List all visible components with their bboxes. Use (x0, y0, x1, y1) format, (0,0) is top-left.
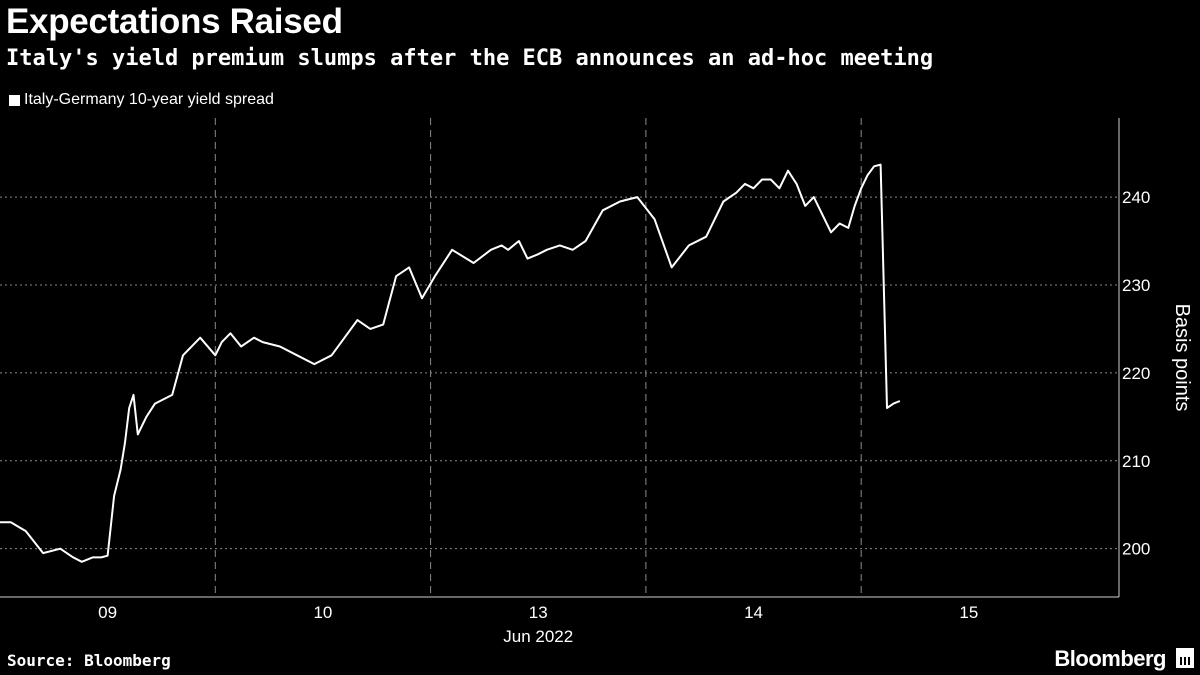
x-tick-label-14: 14 (744, 603, 763, 622)
y-tick-label-240: 240 (1122, 188, 1150, 207)
chart-title: Expectations Raised (6, 2, 343, 41)
y-tick-label-210: 210 (1122, 452, 1150, 471)
source-note: Source: Bloomberg (7, 651, 171, 670)
bloomberg-terminal-icon (1176, 648, 1194, 668)
y-axis-title: Basis points (1171, 304, 1193, 412)
y-tick-label-200: 200 (1122, 540, 1150, 559)
legend: Italy-Germany 10-year yield spread (9, 91, 274, 109)
x-tick-label-09: 09 (98, 603, 117, 622)
x-tick-label-13: 13 (529, 603, 548, 622)
series-line-italy-germany-spread (0, 163, 901, 563)
legend-swatch (9, 94, 20, 106)
legend-label: Italy-Germany 10-year yield spread (24, 91, 274, 108)
y-tick-label-230: 230 (1122, 276, 1150, 295)
x-tick-label-10: 10 (313, 603, 332, 622)
x-tick-label-15: 15 (959, 603, 978, 622)
chart-subtitle: Italy's yield premium slumps after the E… (6, 46, 934, 71)
y-tick-label-220: 220 (1122, 364, 1150, 383)
x-axis-title: Jun 2022 (503, 627, 573, 646)
brand-logo: Bloomberg (1054, 646, 1166, 671)
